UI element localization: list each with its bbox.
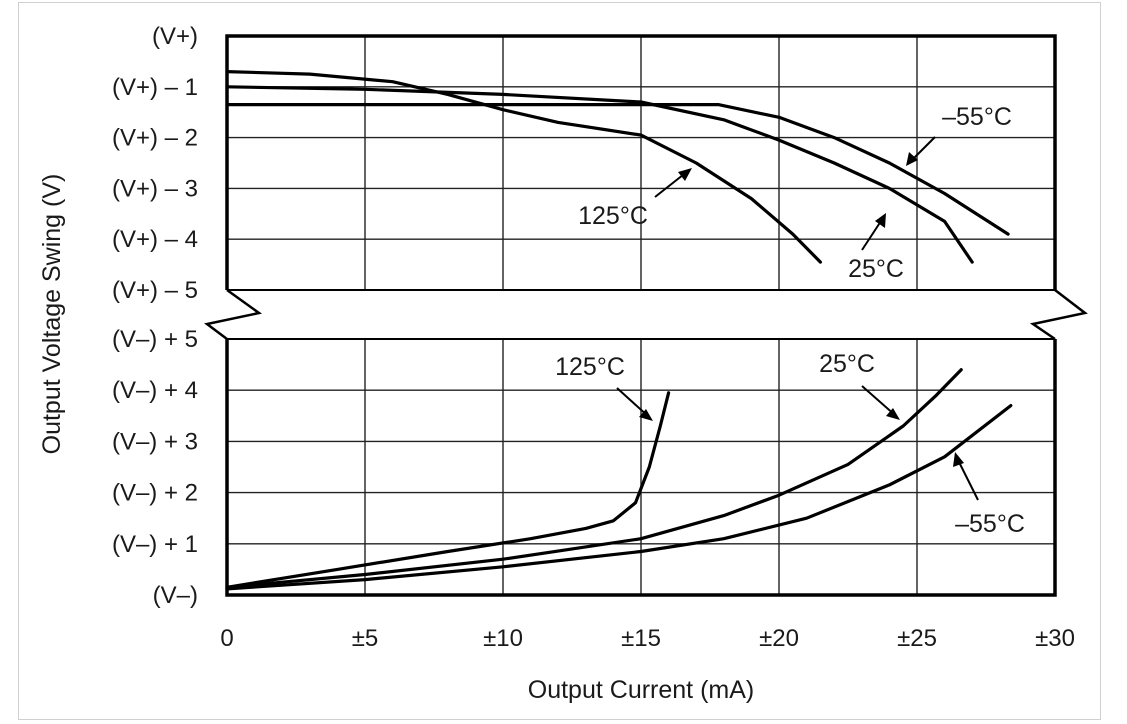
y-tick-label-lower: (V–) (153, 582, 198, 609)
x-tick-label: ±15 (621, 625, 661, 652)
annotation-lower-125: 125°C (555, 353, 625, 381)
x-tick-label: 0 (220, 625, 233, 652)
x-tick-label: ±5 (352, 625, 379, 652)
curve-layer (225, 70, 1013, 591)
y-tick-label-lower: (V–) + 5 (112, 326, 198, 353)
grid-layer (227, 36, 1055, 595)
y-tick-label-upper: (V+) – 1 (112, 74, 198, 101)
x-tick-labels: 0 ±5 ±10 ±15 ±20 ±25 ±30 (220, 625, 1075, 652)
upper-series-minus55C (225, 103, 1010, 236)
x-axis-label: Output Current (mA) (528, 676, 754, 704)
plot-border-upper (225, 34, 1057, 290)
arrow-lower-minus55 (956, 457, 979, 501)
annotation-upper-25: 25°C (848, 255, 904, 283)
annotation-upper-125: 125°C (578, 202, 648, 230)
arrowhead-upper-125 (678, 168, 692, 181)
annotations: –55°C 25°C 125°C 125°C 25°C –55°C (555, 103, 1025, 538)
arrowhead-lower-25 (886, 408, 900, 420)
x-tick-label: ±20 (759, 625, 799, 652)
arrow-lower-25 (861, 385, 897, 417)
y-tick-label-lower: (V–) + 4 (112, 377, 198, 404)
lower-series-minus55C (225, 404, 1013, 591)
y-axis-label: Output Voltage Swing (V) (38, 174, 66, 455)
y-tick-label-upper: (V+) – 4 (112, 226, 198, 253)
y-tick-label-lower: (V–) + 2 (112, 480, 198, 507)
x-tick-label: ±25 (897, 625, 937, 652)
plot-border-lower (225, 339, 1057, 597)
arrowhead-upper-minus55 (906, 152, 918, 166)
x-tick-label: ±10 (483, 625, 523, 652)
arrowhead-upper-25 (875, 213, 886, 228)
arrowhead-lower-125 (639, 409, 653, 421)
break-symbol-left (204, 288, 263, 340)
annotation-lower-25: 25°C (819, 350, 875, 378)
x-tick-label: ±30 (1035, 625, 1075, 652)
annotation-upper-minus55: –55°C (942, 103, 1012, 131)
y-tick-label-upper: (V+) (152, 23, 198, 50)
y-tick-label-upper: (V+) – 2 (112, 125, 198, 152)
y-tick-labels: (V+) (V+) – 1 (V+) – 2 (V+) – 3 (V+) – 4 (V+)… (112, 23, 198, 609)
y-tick-label-lower: (V–) + 1 (112, 531, 198, 558)
y-tick-label-lower: (V–) + 3 (112, 428, 198, 455)
y-tick-label-upper: (V+) – 5 (112, 277, 198, 304)
upper-series-25C (225, 85, 974, 264)
lower-series-25C (225, 368, 963, 589)
lower-series-125C (225, 391, 671, 589)
upper-series-125C (225, 70, 822, 264)
annotation-lower-minus55: –55°C (955, 510, 1025, 538)
arrowhead-lower-minus55 (953, 452, 964, 467)
plot-border (204, 34, 1088, 597)
y-tick-label-upper: (V+) – 3 (112, 175, 198, 202)
break-symbol-right (1029, 289, 1088, 341)
